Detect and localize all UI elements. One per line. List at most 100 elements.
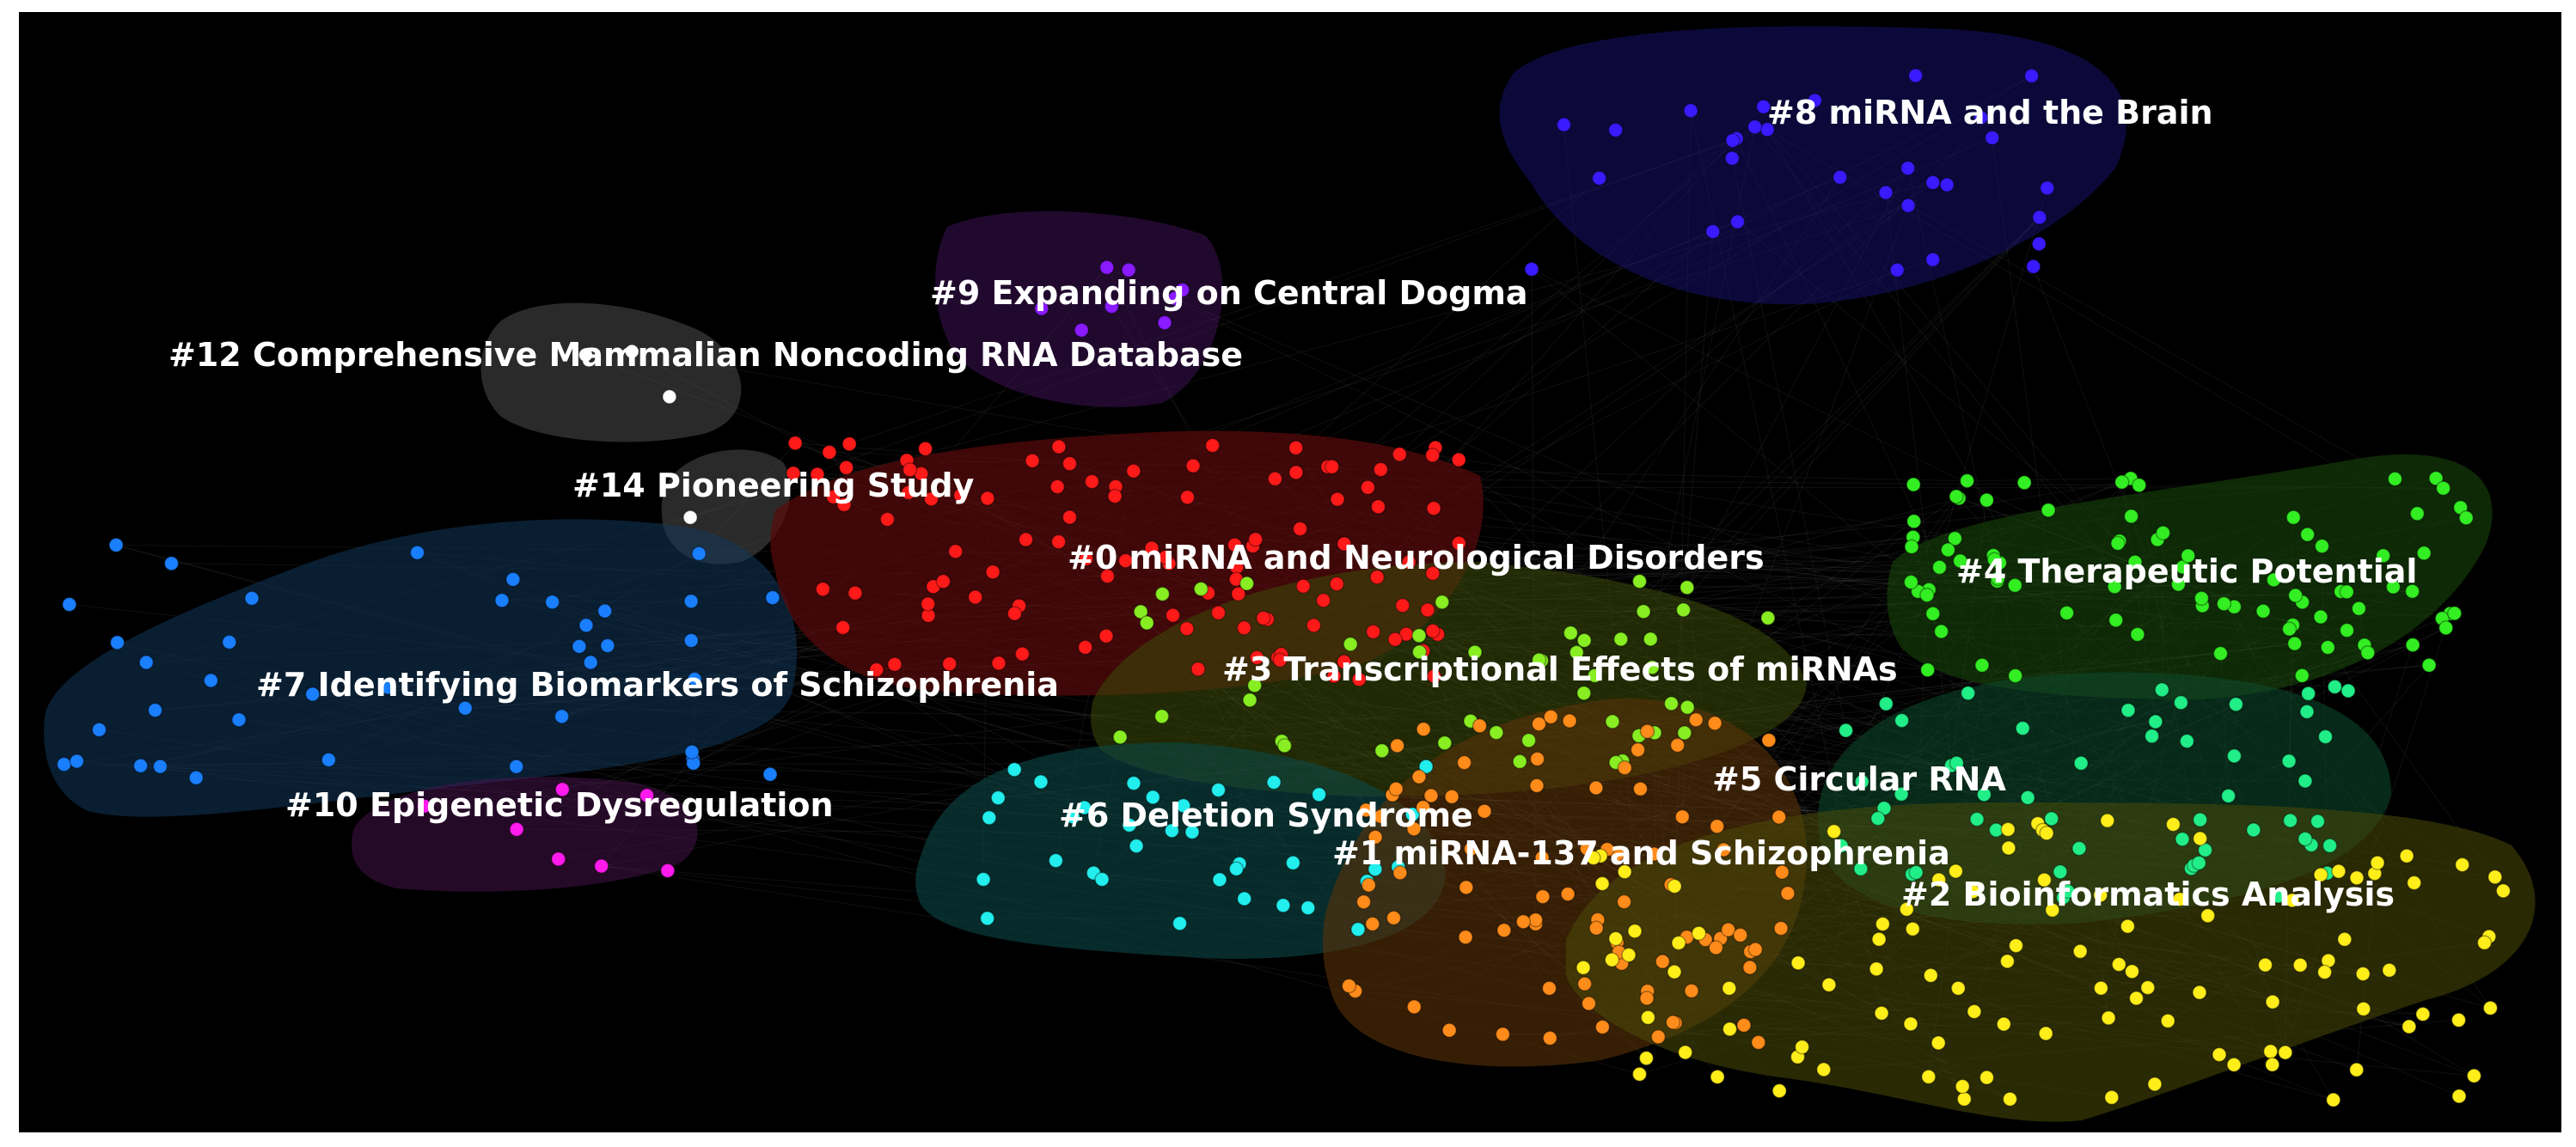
network-node <box>2487 869 2503 885</box>
network-node <box>1358 802 1374 818</box>
network-node <box>2114 474 2130 490</box>
network-node <box>1185 458 1201 473</box>
network-node <box>554 782 571 797</box>
network-node <box>967 589 983 605</box>
network-node <box>1644 659 1660 675</box>
network-node <box>2387 471 2403 487</box>
network-node <box>2348 1062 2365 1077</box>
network-node <box>1613 631 1629 647</box>
network-node <box>2016 475 2032 491</box>
network-node <box>147 702 163 718</box>
network-node <box>1018 532 1034 547</box>
network-node <box>1894 786 1909 802</box>
network-node <box>920 596 936 612</box>
network-node <box>1586 850 1601 866</box>
network-node <box>1821 977 1837 992</box>
network-node <box>1643 631 1659 647</box>
network-node <box>1631 573 1648 589</box>
network-node <box>1621 947 1637 963</box>
network-node <box>1594 876 1610 892</box>
cluster-label-7: #7 Identifying Biomarkers of Schizophren… <box>256 666 1059 704</box>
network-node <box>1875 916 1891 932</box>
network-node <box>1959 473 1975 489</box>
network-edge <box>689 137 1737 518</box>
network-node <box>2337 931 2353 948</box>
network-node <box>1725 132 1741 149</box>
network-node <box>1441 1022 1457 1038</box>
network-node <box>2495 883 2512 899</box>
network-node <box>231 711 247 728</box>
cluster-label-9: #9 Expanding on Central Dogma <box>930 274 1528 312</box>
network-node <box>1139 615 1155 631</box>
network-node <box>2385 579 2402 595</box>
network-node <box>1908 864 1924 881</box>
network-node <box>1899 901 1915 918</box>
network-node <box>1007 606 1023 621</box>
network-node <box>2059 605 2075 621</box>
network-node <box>1761 732 1777 748</box>
network-node <box>639 788 655 803</box>
network-node <box>578 347 594 363</box>
network-node <box>1341 978 1357 994</box>
network-node <box>935 573 951 589</box>
network-node <box>1760 610 1776 625</box>
network-node <box>1343 637 1358 652</box>
network-node <box>1249 650 1265 666</box>
network-node <box>1616 894 1632 910</box>
network-node <box>1184 824 1200 840</box>
network-node <box>1329 576 1345 592</box>
network-node <box>2458 509 2474 526</box>
network-node <box>2025 259 2041 274</box>
network-node <box>1724 150 1741 166</box>
network-node <box>1165 607 1181 623</box>
network-node <box>1639 723 1655 740</box>
network-node <box>1979 492 1995 508</box>
network-node <box>2002 1091 2018 1107</box>
network-node <box>1903 1016 1918 1032</box>
network-node <box>2023 68 2040 84</box>
network-node <box>1292 521 1308 537</box>
network-node <box>2124 963 2140 979</box>
network-node <box>2316 964 2333 980</box>
network-node <box>2175 831 2190 847</box>
network-node <box>1948 863 1964 879</box>
network-node <box>2020 790 2035 806</box>
network-node <box>2120 918 2136 934</box>
network-node <box>1960 686 1976 701</box>
network-node <box>2451 1012 2467 1028</box>
network-node <box>1542 1030 1558 1046</box>
network-node <box>1925 606 1941 622</box>
cluster-label-2: #2 Bioinformatics Analysis <box>1901 876 2395 913</box>
network-node <box>684 744 700 760</box>
network-node <box>380 680 396 695</box>
network-node <box>2331 863 2347 879</box>
network-node <box>1256 610 1271 626</box>
network-node <box>2226 1057 2242 1072</box>
network-node <box>1435 595 1450 610</box>
network-node <box>1416 721 1431 737</box>
network-node <box>1667 964 1682 979</box>
network-node <box>1231 586 1246 601</box>
network-node <box>1025 453 1040 468</box>
network-node <box>1617 760 1633 776</box>
network-node <box>1426 668 1442 684</box>
network-node <box>662 389 677 405</box>
network-node <box>1833 838 1849 854</box>
network-node <box>2038 1026 2053 1041</box>
network-node <box>1126 775 1141 791</box>
network-node <box>597 603 613 619</box>
network-node <box>1677 725 1692 741</box>
network-node <box>2212 645 2229 662</box>
network-node <box>1722 1022 1738 1037</box>
network-node <box>509 821 524 838</box>
network-node <box>1708 940 1724 955</box>
cluster-hull-10 <box>352 777 698 892</box>
network-node <box>152 759 168 774</box>
network-node <box>1529 778 1545 794</box>
network-node <box>1930 1035 1946 1051</box>
network-node <box>2294 668 2310 684</box>
network-node <box>1933 624 1949 639</box>
network-node <box>1489 724 1504 741</box>
network-node <box>494 593 510 608</box>
network-node <box>1816 1062 1832 1077</box>
